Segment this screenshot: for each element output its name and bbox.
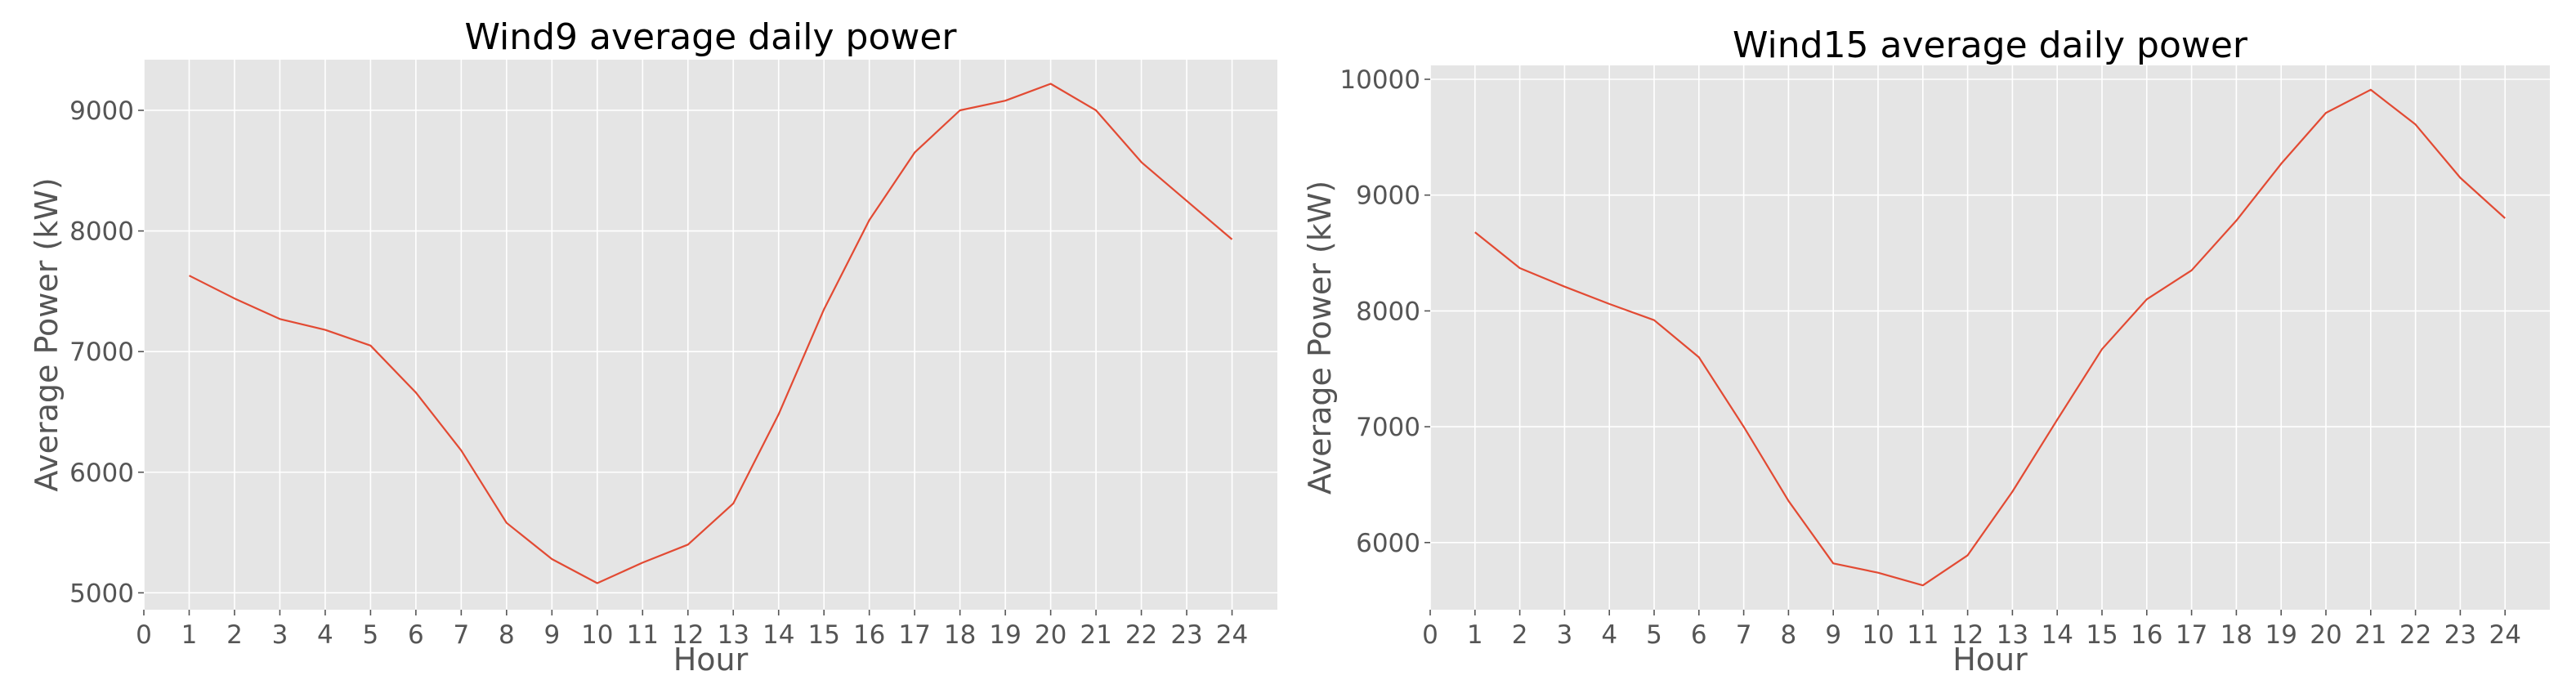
x-tick-label: 0 — [136, 620, 152, 650]
x-tick-label: 4 — [317, 620, 333, 650]
y-tick-label: 6000 — [1356, 529, 1420, 558]
x-axis-label: Hour — [673, 642, 749, 678]
x-tick-label: 6 — [1691, 620, 1707, 650]
x-tick-label: 12 — [672, 620, 704, 650]
y-tick-label: 7000 — [69, 338, 134, 367]
x-tick-label: 8 — [1781, 620, 1797, 650]
plot-area — [144, 60, 1277, 610]
x-tick-label: 0 — [1422, 620, 1438, 650]
x-tick-label: 16 — [853, 620, 885, 650]
y-axis-label: Average Power (kW) — [1302, 181, 1338, 494]
chart-panel-2: 0 1 2 3 4 5 6 7 8 9 10 11 12 13 14 15 16 17 18 19 20 21 22 23 24… — [1302, 25, 2550, 678]
x-tick-label: 10 — [1862, 620, 1894, 650]
x-tick-label: 7 — [453, 620, 469, 650]
chart-title: Wind9 average daily power — [464, 16, 957, 58]
x-tick-label: 11 — [627, 620, 659, 650]
series-line — [1474, 88, 2506, 587]
x-tick-label: 3 — [272, 620, 288, 650]
x-tick-label: 9 — [1825, 620, 1841, 650]
x-tick-label: 1 — [1467, 620, 1483, 650]
chart-title: Wind15 average daily power — [1733, 25, 2248, 66]
x-tick-label: 24 — [1216, 620, 1248, 650]
x-tick-label: 19 — [2265, 620, 2296, 650]
x-tick-label: 1 — [181, 620, 198, 650]
y-tick-label: 9000 — [1356, 181, 1420, 211]
y-tick-label: 5000 — [69, 579, 134, 608]
x-tick-label: 14 — [763, 620, 794, 650]
x-tick-label: 16 — [2131, 620, 2162, 650]
x-tick-label: 18 — [944, 620, 976, 650]
x-tick-label: 5 — [363, 620, 379, 650]
x-tick-label: 9 — [543, 620, 560, 650]
chart-panel-1: 0 1 2 3 4 5 6 7 8 9 10 11 12 13 14 15 16 17 18 19 20 21 22 23 24… — [29, 16, 1277, 678]
x-tick-label: 21 — [2355, 620, 2386, 650]
x-tick-label: 10 — [581, 620, 613, 650]
x-tick-label: 21 — [1080, 620, 1111, 650]
y-tick-label: 7000 — [1356, 413, 1420, 442]
x-tick-label: 19 — [989, 620, 1021, 650]
y-axis-label: Average Power (kW) — [29, 177, 65, 491]
x-tick-label: 13 — [718, 620, 749, 650]
y-tick-label: 9000 — [69, 96, 134, 126]
x-tick-label: 3 — [1557, 620, 1573, 650]
x-tick-label: 12 — [1952, 620, 1983, 650]
x-tick-label: 20 — [1035, 620, 1067, 650]
x-tick-label: 2 — [1512, 620, 1528, 650]
plot-area — [1430, 65, 2550, 610]
y-tick-label: 6000 — [69, 459, 134, 488]
x-tick-label: 22 — [2399, 620, 2431, 650]
x-tick-label: 14 — [2041, 620, 2073, 650]
x-tick-label: 20 — [2310, 620, 2341, 650]
x-tick-label: 13 — [1997, 620, 2028, 650]
x-tick-label: 8 — [499, 620, 515, 650]
x-tick-label: 11 — [1907, 620, 1939, 650]
x-tick-label: 17 — [898, 620, 930, 650]
x-tick-label: 23 — [2444, 620, 2476, 650]
y-tick-label: 8000 — [1356, 297, 1420, 326]
x-tick-label: 24 — [2489, 620, 2520, 650]
x-tick-label: 2 — [226, 620, 243, 650]
x-axis-label: Hour — [1952, 642, 2028, 678]
x-tick-label: 22 — [1125, 620, 1157, 650]
x-tick-label: 18 — [2220, 620, 2252, 650]
x-tick-label: 4 — [1601, 620, 1617, 650]
x-tick-label: 17 — [2176, 620, 2207, 650]
x-tick-label: 23 — [1170, 620, 1202, 650]
x-tick-label: 15 — [807, 620, 839, 650]
x-tick-label: 6 — [408, 620, 424, 650]
y-tick-label: 10000 — [1339, 65, 1420, 95]
x-tick-label: 15 — [2086, 620, 2118, 650]
series-line — [189, 83, 1233, 584]
x-tick-label: 5 — [1646, 620, 1662, 650]
x-tick-label: 7 — [1736, 620, 1752, 650]
y-tick-label: 8000 — [69, 217, 134, 247]
